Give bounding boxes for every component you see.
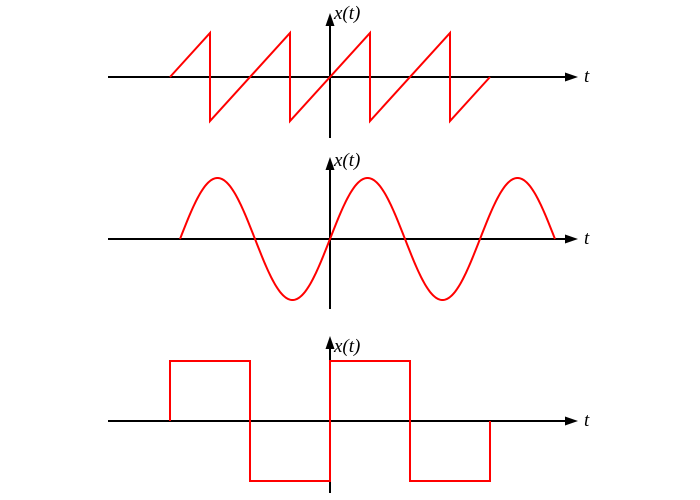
plot3-y-axis-label: x(t) (334, 336, 361, 357)
plot1-y-axis-label: x(t) (334, 3, 361, 24)
plot-sine (108, 157, 578, 309)
t-axis-arrowhead-icon (565, 72, 578, 82)
y-axis-arrowhead-icon (325, 13, 335, 26)
sine-wave-trace (179, 177, 556, 301)
t-axis-arrowhead-icon (565, 416, 578, 426)
y-axis-arrowhead-icon (325, 157, 335, 170)
y-axis-arrowhead-icon (325, 336, 335, 349)
plot-sawtooth (108, 13, 578, 138)
plot2-y-axis-label: x(t) (334, 150, 361, 171)
plot2-t-axis-label: t (584, 228, 590, 249)
plot3-t-axis-label: t (584, 410, 590, 431)
square-wave-trace (169, 360, 491, 482)
sawtooth-wave-trace (169, 30, 491, 124)
t-axis-arrowhead-icon (565, 234, 578, 244)
plot-square (108, 336, 578, 493)
plot1-t-axis-label: t (584, 66, 590, 87)
